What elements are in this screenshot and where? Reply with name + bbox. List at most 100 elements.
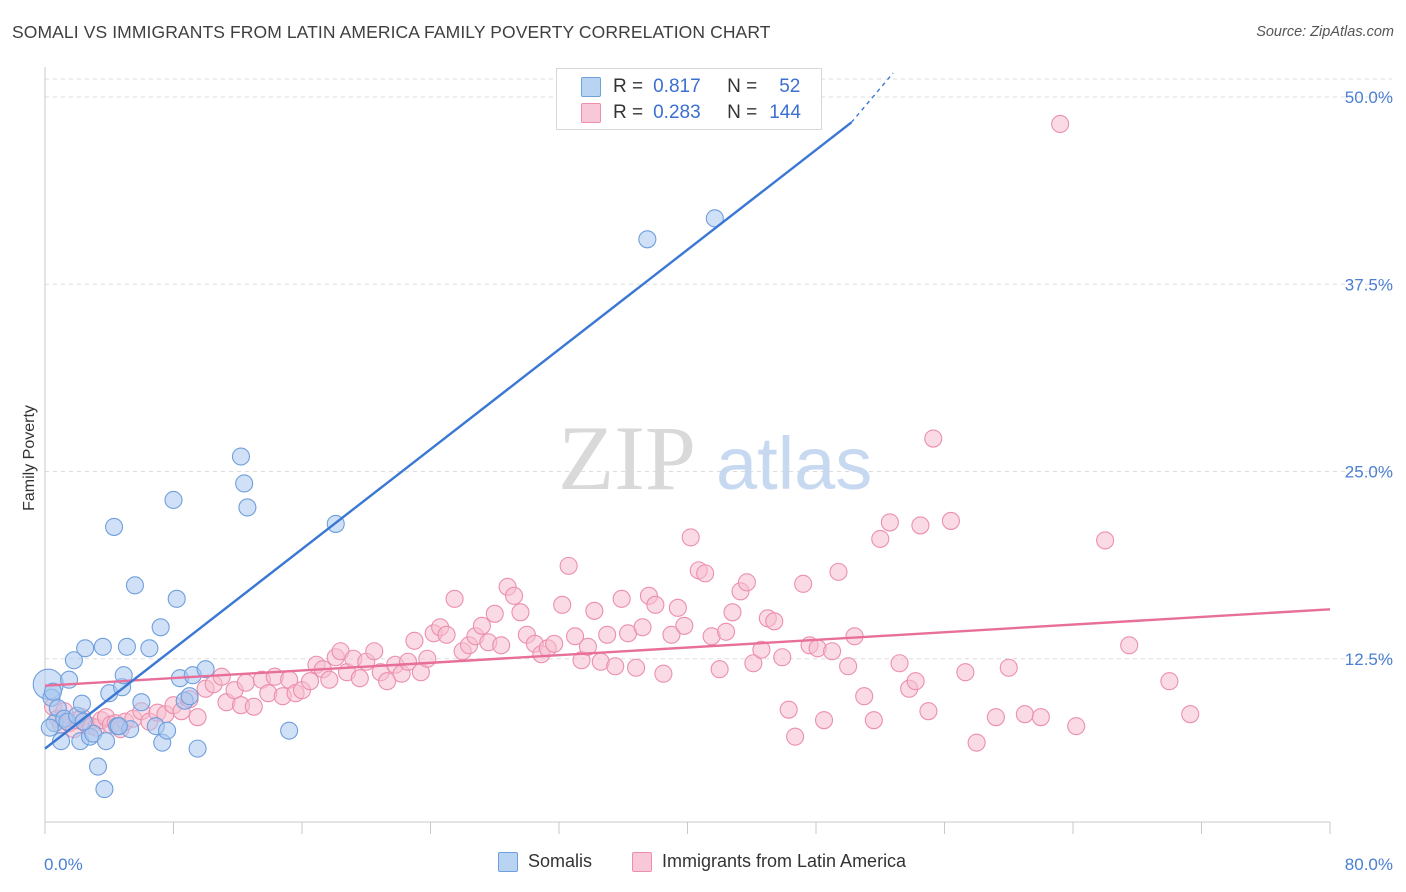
- latin-point: [472, 616, 491, 635]
- latin-point: [300, 672, 320, 691]
- somali-point: [180, 687, 199, 706]
- somali-point: [93, 637, 112, 656]
- latin-point: [633, 618, 652, 637]
- somali-swatch: [581, 77, 601, 97]
- latin-point: [880, 513, 899, 532]
- latin-point: [752, 640, 771, 659]
- somali-point: [231, 447, 251, 466]
- latin-point: [911, 516, 930, 535]
- y-tick-label: 25.0%: [1345, 463, 1393, 482]
- somali-swatch: [498, 851, 518, 872]
- legend-label-latin: Immigrants from Latin America: [662, 851, 907, 871]
- y-tick-label: 12.5%: [1345, 650, 1393, 669]
- series-legend: Somalis Immigrants from Latin America: [0, 851, 1406, 879]
- somali-trend-line: [44, 121, 853, 750]
- latin-point: [1120, 636, 1139, 655]
- latin-point: [1015, 705, 1034, 724]
- legend-row-somalis: R = 0.817 N = 52: [581, 74, 800, 100]
- latin-point: [999, 658, 1018, 677]
- latin-point: [485, 604, 504, 623]
- latin-point: [675, 616, 694, 635]
- somali-point: [167, 589, 186, 608]
- latin-point: [244, 697, 263, 716]
- latin-point: [716, 622, 736, 641]
- watermark-atlas: atlas: [716, 422, 872, 505]
- latin-point: [1031, 708, 1050, 727]
- latin-point: [553, 595, 572, 614]
- somali-point: [151, 618, 170, 637]
- latin-swatch: [632, 851, 652, 872]
- latin-point: [814, 711, 834, 730]
- latin-point: [710, 660, 729, 679]
- latin-point: [398, 652, 418, 671]
- latin-point: [445, 589, 464, 608]
- somali-point: [52, 732, 71, 751]
- latin-point: [612, 589, 631, 608]
- latin-point: [924, 429, 943, 448]
- latin-point: [744, 654, 763, 673]
- correlation-legend: R = 0.817 N = 52 R = 0.283 N = 144: [556, 68, 822, 130]
- trend-lines: [44, 72, 1331, 750]
- somali-points: [32, 209, 724, 799]
- latin-point: [511, 603, 530, 622]
- somali-point: [140, 639, 159, 658]
- x-tick-label: 0.0%: [44, 855, 83, 874]
- latin-point: [437, 625, 456, 644]
- chart-title: SOMALI VS IMMIGRANTS FROM LATIN AMERICA …: [12, 22, 771, 42]
- latin-point: [320, 670, 339, 689]
- somali-point: [109, 717, 128, 736]
- latin-trend-line: [44, 608, 1331, 687]
- latin-point: [405, 631, 424, 650]
- legend-item-somalis: Somalis: [498, 851, 592, 872]
- r-label: R =: [613, 102, 644, 123]
- source-credit: Source: ZipAtlas.com: [1256, 24, 1394, 40]
- latin-point: [662, 625, 681, 644]
- somali-point: [96, 732, 116, 751]
- latin-point: [492, 636, 511, 655]
- latin-point: [779, 700, 798, 719]
- somali-point: [196, 660, 215, 679]
- latin-point: [606, 657, 625, 676]
- n-value: 52: [779, 76, 801, 97]
- latin-point: [696, 564, 715, 583]
- somali-point: [105, 517, 124, 536]
- latin-point: [188, 708, 207, 727]
- somali-point: [43, 682, 63, 701]
- grid-lines: [45, 78, 1392, 660]
- latin-point: [864, 711, 883, 730]
- latin-point: [236, 673, 255, 692]
- legend-item-latin: Immigrants from Latin America: [632, 851, 906, 872]
- latin-point: [646, 595, 665, 614]
- somali-point: [95, 780, 114, 799]
- y-tick-label: 50.0%: [1345, 88, 1393, 107]
- somali-point: [117, 637, 136, 656]
- somali-point: [132, 693, 151, 712]
- latin-point: [941, 511, 960, 530]
- somali-point: [64, 651, 83, 670]
- latin-point: [737, 573, 756, 592]
- latin-point: [890, 654, 909, 673]
- latin-point: [668, 598, 687, 617]
- latin-point: [627, 658, 646, 677]
- somali-point: [72, 694, 91, 713]
- r-value: 0.283: [653, 102, 701, 123]
- latin-point: [545, 634, 564, 653]
- latin-point: [786, 727, 805, 746]
- somali-point: [705, 209, 724, 228]
- latin-point: [919, 702, 938, 721]
- somali-point: [164, 490, 183, 510]
- n-label: N =: [727, 76, 758, 97]
- somali-point: [188, 739, 207, 758]
- latin-point: [906, 672, 925, 691]
- x-tick-label: 80.0%: [1345, 855, 1393, 874]
- latin-point: [855, 687, 874, 706]
- latin-swatch: [581, 103, 601, 123]
- legend-row-latin: R = 0.283 N = 144: [581, 100, 801, 126]
- latin-point: [1067, 717, 1086, 736]
- latin-point: [839, 657, 858, 676]
- somali-point: [158, 721, 177, 740]
- somali-point: [235, 474, 254, 493]
- latin-point: [418, 649, 437, 668]
- y-tick-label: 37.5%: [1345, 275, 1393, 294]
